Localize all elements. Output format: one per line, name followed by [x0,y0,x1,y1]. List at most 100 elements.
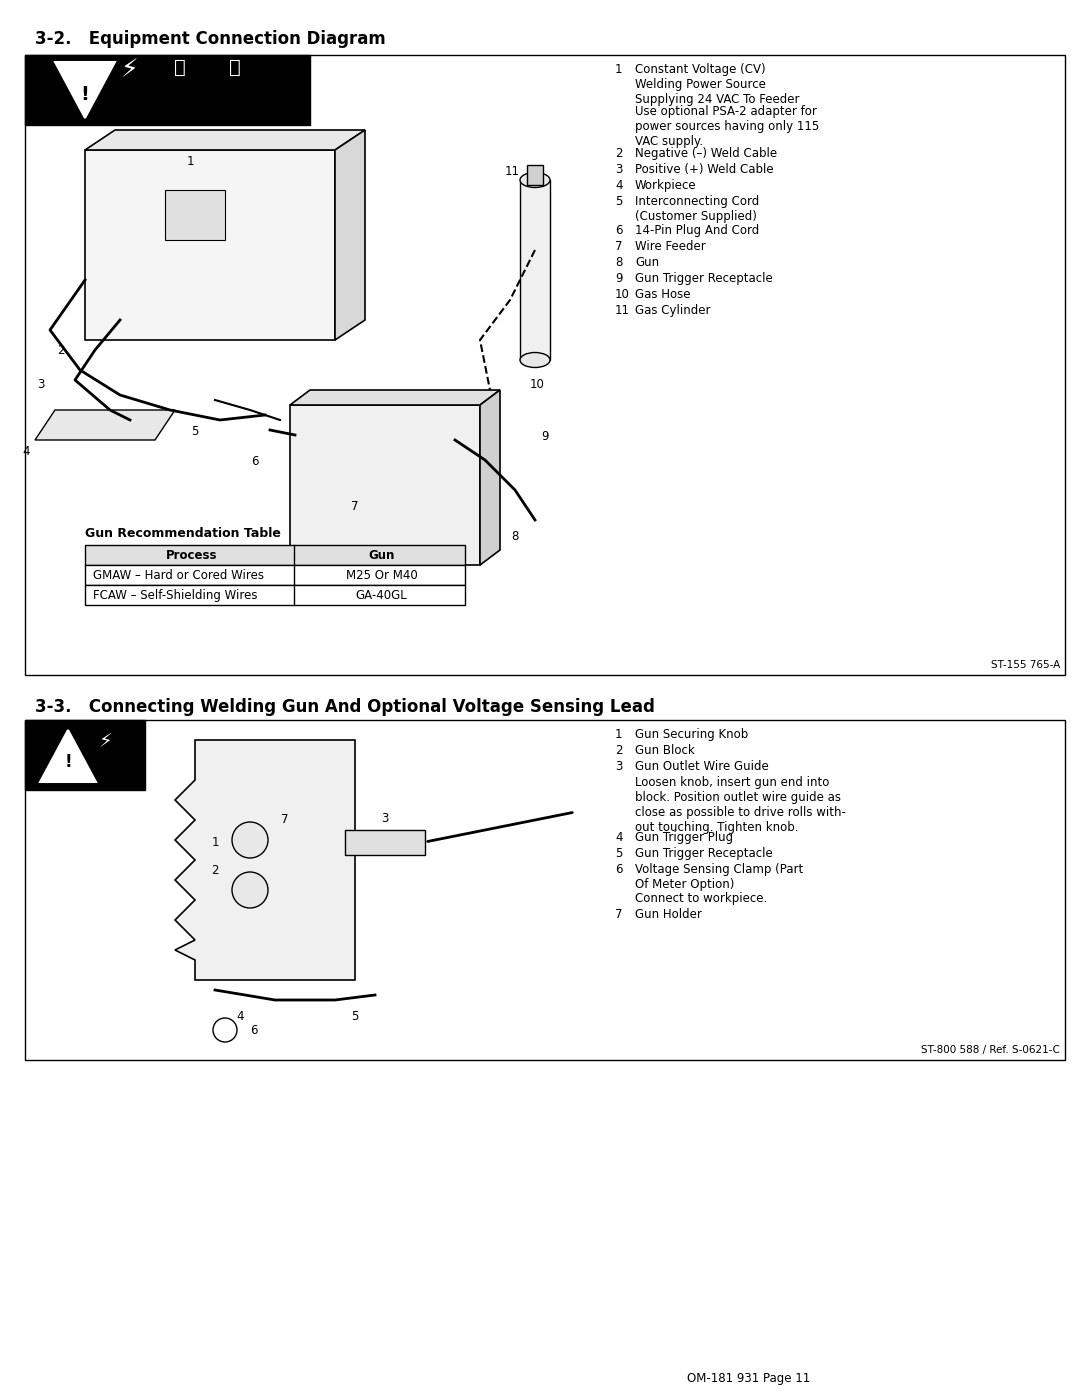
Text: Gun Block: Gun Block [635,745,694,757]
Text: Gun: Gun [368,549,394,562]
Text: !: ! [81,85,90,105]
Text: 14-Pin Plug And Cord: 14-Pin Plug And Cord [635,224,759,237]
Text: 10: 10 [530,379,545,391]
Text: 1: 1 [615,728,622,740]
Text: 5: 5 [615,847,622,861]
Text: 2: 2 [615,745,622,757]
Text: 9: 9 [615,272,622,285]
Polygon shape [55,61,114,117]
Text: Gun Trigger Plug: Gun Trigger Plug [635,831,733,844]
Text: Use optional PSA-2 adapter for
power sources having only 115
VAC supply.: Use optional PSA-2 adapter for power sou… [635,105,820,148]
Text: Gun Securing Knob: Gun Securing Knob [635,728,748,740]
Text: Wire Feeder: Wire Feeder [635,240,705,253]
Text: 11: 11 [505,165,519,177]
Circle shape [232,821,268,858]
Text: 6: 6 [249,1024,257,1037]
Text: 3: 3 [381,812,389,824]
Bar [527,165,543,184]
Text: Interconnecting Cord
(Customer Supplied): Interconnecting Cord (Customer Supplied) [635,196,759,224]
Text: Gun Outlet Wire Guide: Gun Outlet Wire Guide [635,760,769,773]
Bar [345,830,426,855]
Text: 1: 1 [212,835,219,848]
Text: 7: 7 [615,240,622,253]
Text: ST-155 765-A: ST-155 765-A [990,659,1059,671]
Bar [25,719,1065,1060]
Text: FCAW – Self-Shielding Wires: FCAW – Self-Shielding Wires [93,590,257,602]
Text: 7: 7 [281,813,288,826]
Text: 6: 6 [252,455,259,468]
Text: 2: 2 [57,344,65,356]
Text: 6: 6 [615,224,622,237]
Text: Loosen knob, insert gun end into
block. Position outlet wire guide as
close as p: Loosen knob, insert gun end into block. … [635,775,846,834]
Text: Gas Cylinder: Gas Cylinder [635,305,711,317]
Text: 5: 5 [615,196,622,208]
Text: Connect to workpiece.: Connect to workpiece. [635,893,767,905]
Text: 7: 7 [351,500,359,513]
Polygon shape [480,390,500,564]
Polygon shape [35,409,175,440]
Circle shape [232,872,268,908]
Polygon shape [85,130,365,149]
Text: 4: 4 [615,831,622,844]
Text: OM-181 931 Page 11: OM-181 931 Page 11 [687,1372,810,1384]
Text: GMAW – Hard or Cored Wires: GMAW – Hard or Cored Wires [93,569,264,583]
Text: 2: 2 [615,147,622,161]
Text: Gas Hose: Gas Hose [635,288,690,300]
Text: 7: 7 [615,908,622,921]
Text: Positive (+) Weld Cable: Positive (+) Weld Cable [635,163,773,176]
Bar [85,149,335,339]
Text: 5: 5 [351,1010,359,1023]
Bar [85,564,465,585]
Text: 1: 1 [186,155,193,168]
Text: Gun Trigger Receptacle: Gun Trigger Receptacle [635,847,773,861]
Text: 3: 3 [615,163,622,176]
Polygon shape [40,731,96,782]
Bar [291,405,480,564]
Text: Gun Trigger Receptacle: Gun Trigger Receptacle [635,272,773,285]
Bar [519,180,550,360]
Bar [25,719,145,789]
Text: GA-40GL: GA-40GL [355,590,407,602]
Text: 2: 2 [212,863,219,876]
Text: 4: 4 [237,1010,244,1023]
Polygon shape [291,390,500,405]
Text: Workpiece: Workpiece [635,179,697,191]
Bar [25,54,1065,675]
Text: Gun Recommendation Table: Gun Recommendation Table [85,527,281,541]
Text: 1: 1 [615,63,622,75]
Text: 4: 4 [23,446,30,458]
Text: Negative (–) Weld Cable: Negative (–) Weld Cable [635,147,778,161]
Text: Gun: Gun [635,256,659,270]
Bar [165,190,225,240]
Text: 🔥: 🔥 [229,59,241,77]
Text: 8: 8 [615,256,622,270]
Text: 3-3.   Connecting Welding Gun And Optional Voltage Sensing Lead: 3-3. Connecting Welding Gun And Optional… [35,698,654,717]
Text: Gun Holder: Gun Holder [635,908,702,921]
Text: Constant Voltage (CV)
Welding Power Source
Supplying 24 VAC To Feeder: Constant Voltage (CV) Welding Power Sour… [635,63,799,106]
Circle shape [213,1018,237,1042]
Ellipse shape [519,352,550,367]
Text: !: ! [64,753,71,771]
Ellipse shape [519,172,550,187]
Text: ⚡: ⚡ [98,732,112,752]
Text: 5: 5 [191,425,199,439]
Text: 3: 3 [38,379,45,391]
Text: 3-2.   Equipment Connection Diagram: 3-2. Equipment Connection Diagram [35,29,386,47]
Text: ⚡: ⚡ [121,59,138,82]
Bar [85,585,465,605]
Text: 3: 3 [615,760,622,773]
Text: 🧲: 🧲 [174,59,186,77]
Text: Process: Process [165,549,217,562]
Text: ST-800 588 / Ref. S-0621-C: ST-800 588 / Ref. S-0621-C [921,1045,1059,1055]
Polygon shape [175,740,355,981]
Polygon shape [335,130,365,339]
Bar [25,54,310,124]
Text: 8: 8 [511,529,518,543]
Text: M25 Or M40: M25 Or M40 [346,569,417,583]
Text: 9: 9 [541,430,549,443]
Text: Voltage Sensing Clamp (Part
Of Meter Option): Voltage Sensing Clamp (Part Of Meter Opt… [635,863,804,891]
Text: 10: 10 [615,288,630,300]
Text: 11: 11 [615,305,630,317]
Text: 4: 4 [615,179,622,191]
Text: 6: 6 [615,863,622,876]
